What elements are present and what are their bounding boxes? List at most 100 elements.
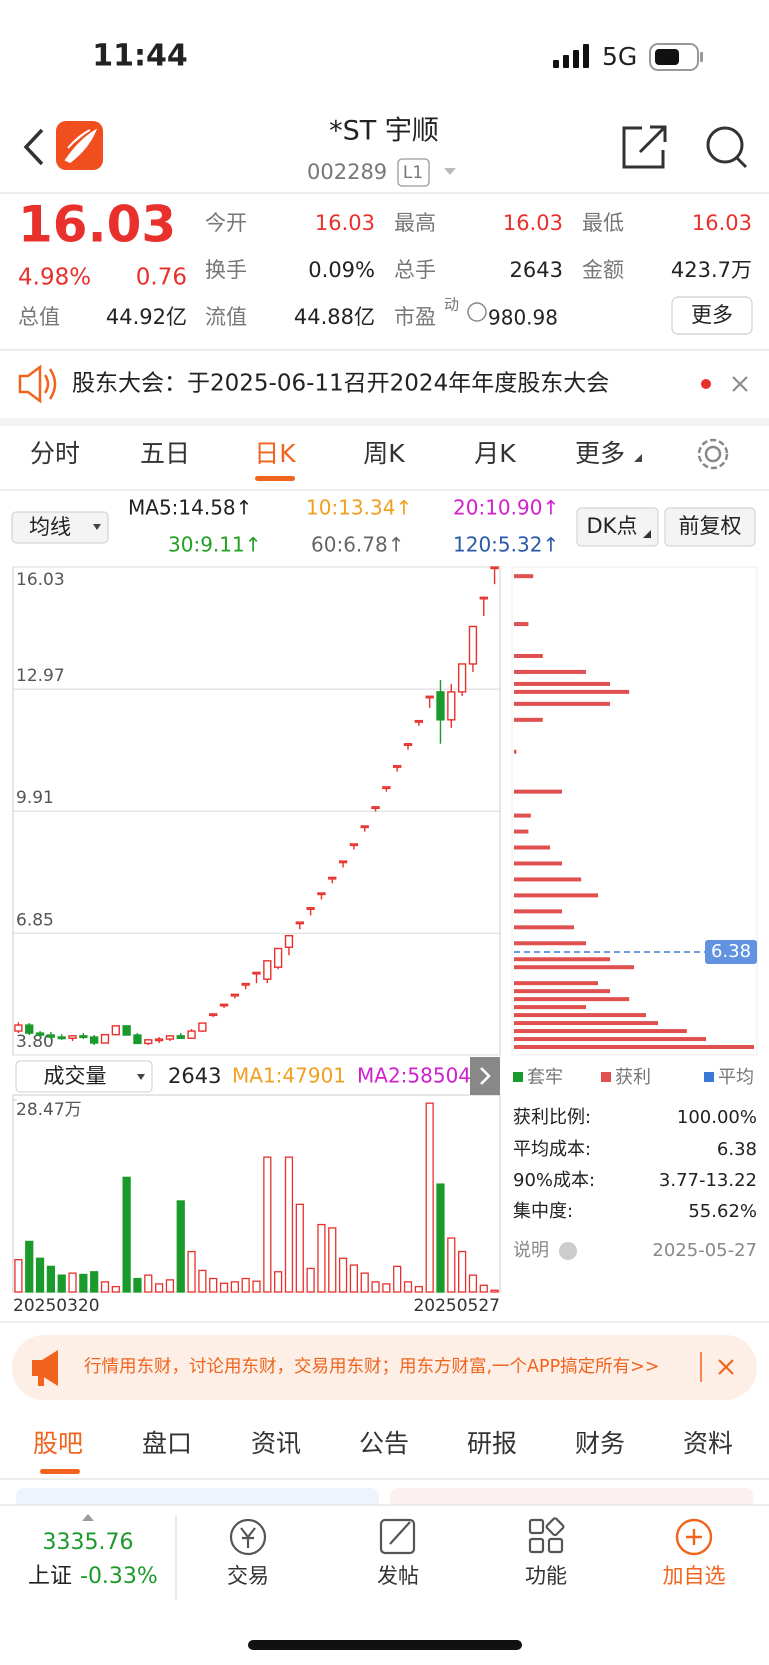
candle-body: [252, 971, 261, 975]
close-notice[interactable]: [732, 376, 748, 392]
triangle: [643, 530, 651, 538]
candle-body: [425, 695, 434, 699]
info-tab[interactable]: 财务: [575, 1429, 625, 1458]
candle-body: [241, 982, 250, 986]
chip-bar: [514, 789, 562, 794]
stat-value: 6.38: [717, 1139, 757, 1160]
candle-body: [176, 1035, 185, 1039]
candle-body: [490, 566, 499, 570]
volume-selector[interactable]: [15, 1060, 153, 1093]
info-tab[interactable]: 研报: [467, 1429, 517, 1458]
chip-bar: [514, 981, 598, 986]
app-logo[interactable]: [56, 121, 103, 170]
volume-bar: [176, 1200, 185, 1293]
candle-body: [90, 1036, 99, 1044]
period-tab[interactable]: 周K: [363, 439, 405, 468]
index-change[interactable]: -0.33%: [80, 1564, 158, 1589]
chip-bar: [514, 622, 529, 627]
share-button[interactable]: [622, 125, 667, 169]
dropdown-icon[interactable]: [444, 168, 456, 175]
info-tab[interactable]: 公告: [359, 1429, 409, 1458]
field-value: 423.7万: [671, 258, 752, 282]
stat-value: 100.00%: [677, 1107, 757, 1128]
chip-bar: [514, 681, 610, 686]
x-tick-label: 20250320: [13, 1296, 100, 1316]
tab-underline: [255, 476, 295, 481]
speaker-icon: [18, 364, 57, 404]
volume-bar: [317, 1223, 326, 1293]
period-tab[interactable]: 更多: [575, 439, 625, 468]
period-tab[interactable]: 月K: [474, 439, 516, 468]
notice-text[interactable]: 股东大会：于2025-06-11召开2024年年度股东大会: [72, 371, 609, 397]
volume-ma: MA2:58504: [357, 1064, 471, 1088]
volume-bar: [414, 1285, 423, 1293]
candle-body: [382, 786, 391, 790]
ad-close[interactable]: [718, 1359, 734, 1375]
dk-button[interactable]: [576, 507, 659, 547]
y-tick-label: 12.97: [16, 666, 65, 686]
chip-bar: [514, 574, 534, 579]
change-pct: 4.98%: [18, 265, 91, 291]
stat-value: 3.77-13.22: [659, 1170, 757, 1191]
ma-value: 10:13.34↑: [306, 496, 412, 520]
chip-stats: 获利比例: 100.00% 平均成本: 6.38 90%成本: 3.77-13.22 集中度…: [513, 1107, 757, 1261]
field-value: 2643: [510, 258, 563, 282]
dropdown-icon: [137, 1074, 145, 1080]
field-value: 44.88亿: [294, 305, 375, 329]
more-label: 更多: [691, 303, 733, 327]
expand-tab[interactable]: [470, 1057, 500, 1095]
period-tab[interactable]: 日K: [254, 439, 296, 468]
candle-body: [79, 1035, 88, 1039]
candle-body: [393, 765, 402, 768]
nav-item[interactable]: 发帖: [377, 1564, 419, 1588]
ad-text[interactable]: 行情用东财，讨论用东财，交易用东财；用东方财富,一个APP搞定所有>>: [84, 1357, 659, 1377]
chip-bar: [514, 925, 574, 930]
chip-bar: [514, 653, 543, 658]
ma-selector[interactable]: [11, 511, 109, 544]
legend-label: 套牢: [527, 1067, 563, 1088]
more-button[interactable]: [671, 296, 753, 335]
y-tick-label: 3.80: [16, 1032, 54, 1052]
index-name[interactable]: 上证: [28, 1564, 72, 1589]
info-tab[interactable]: 盘口: [142, 1429, 192, 1458]
index-value[interactable]: 3335.76: [43, 1530, 134, 1555]
settings-button[interactable]: [697, 438, 729, 470]
info-tab[interactable]: 股吧: [33, 1429, 83, 1458]
back-button[interactable]: [23, 128, 44, 166]
nav-item[interactable]: 加自选: [663, 1564, 726, 1588]
volume-bar: [263, 1156, 272, 1293]
adjust-button[interactable]: [664, 507, 756, 547]
stat-label: 说明: [513, 1240, 549, 1261]
info-icon[interactable]: [559, 1242, 577, 1260]
level: L1: [403, 163, 423, 183]
chip-bar: [514, 861, 562, 866]
info-tab[interactable]: 资料: [683, 1429, 733, 1458]
candle-body: [35, 1032, 45, 1036]
ad-banner[interactable]: [12, 1335, 757, 1400]
info-icon[interactable]: [467, 302, 487, 322]
period-tab[interactable]: 五日: [140, 439, 190, 468]
average-badge: [705, 940, 757, 965]
candle-body: [133, 1034, 142, 1045]
candle-body: [219, 1003, 229, 1007]
nav-item[interactable]: 交易: [227, 1564, 269, 1588]
field-value: 16.03: [315, 211, 375, 235]
volume-bar: [468, 1274, 478, 1293]
change: 0.76: [136, 265, 187, 291]
candle-body: [468, 625, 478, 665]
chip-bar: [514, 845, 550, 850]
period-tab[interactable]: 分时: [30, 439, 80, 468]
volume-bar: [100, 1281, 110, 1293]
nav-item[interactable]: 功能: [525, 1564, 567, 1588]
chip-bar: [514, 1005, 586, 1010]
search-button[interactable]: [706, 126, 748, 169]
info-tab[interactable]: 资讯: [251, 1429, 301, 1458]
volume-bar: [57, 1274, 66, 1293]
chip-bar: [514, 957, 610, 962]
chip-bar: [514, 1029, 687, 1034]
field-label: 金额: [582, 258, 624, 282]
dk-label: DK点: [587, 514, 638, 538]
network: 5G: [602, 42, 637, 71]
volume-bar: [198, 1269, 207, 1293]
